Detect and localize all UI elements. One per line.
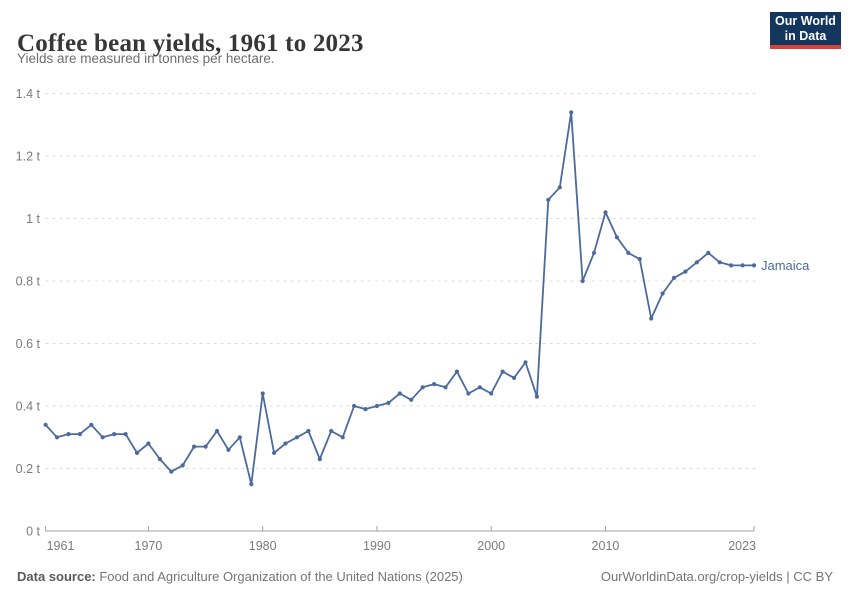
data-point bbox=[374, 403, 379, 409]
data-point bbox=[649, 316, 654, 321]
data-point bbox=[386, 400, 391, 405]
owid-url-link[interactable]: OurWorldinData.org/crop-yields | CC BY bbox=[600, 569, 833, 584]
data-point bbox=[54, 435, 60, 440]
data-point bbox=[477, 385, 482, 390]
data-point bbox=[180, 463, 185, 468]
y-tick-label: 0.2 t bbox=[16, 462, 41, 476]
data-point bbox=[443, 385, 448, 390]
data-point bbox=[192, 444, 197, 449]
data-source-label: Data source: bbox=[17, 569, 96, 584]
x-tick-label: 2023 bbox=[728, 539, 756, 553]
data-point bbox=[146, 441, 151, 446]
series-path[interactable] bbox=[44, 111, 754, 485]
data-point bbox=[683, 269, 688, 274]
data-point bbox=[352, 403, 357, 409]
x-tick-label: 1970 bbox=[135, 539, 163, 553]
data-point bbox=[112, 432, 117, 437]
data-point bbox=[660, 291, 665, 296]
data-point bbox=[454, 369, 459, 374]
data-source-note: Data source: Food and Agriculture Organi… bbox=[17, 569, 463, 584]
data-point bbox=[466, 391, 471, 396]
owid-logo-line2: in Data bbox=[784, 28, 827, 43]
x-tick-label: 1990 bbox=[363, 539, 391, 553]
data-point bbox=[717, 260, 722, 265]
data-point bbox=[329, 428, 334, 434]
data-point bbox=[569, 110, 574, 115]
y-tick-label: 0.6 t bbox=[16, 337, 41, 351]
owid-logo-line1: Our World bbox=[775, 13, 836, 28]
data-point bbox=[100, 435, 105, 440]
data-point bbox=[626, 250, 631, 255]
chart-subtitle: Yields are measured in tonnes per hectar… bbox=[17, 51, 275, 66]
data-point bbox=[671, 275, 677, 280]
data-point bbox=[489, 391, 494, 396]
data-point bbox=[546, 197, 551, 202]
data-point bbox=[397, 391, 402, 396]
chart-footer: Data source: Food and Agriculture Organi… bbox=[17, 569, 833, 584]
data-point bbox=[534, 394, 540, 399]
data-point bbox=[260, 391, 265, 396]
data-point bbox=[294, 435, 300, 440]
data-point bbox=[591, 250, 597, 255]
data-point bbox=[43, 422, 48, 427]
data-point bbox=[614, 235, 620, 240]
data-point bbox=[409, 397, 414, 402]
data-point bbox=[603, 210, 608, 215]
x-tick-label: 1980 bbox=[249, 539, 277, 553]
data-point bbox=[283, 441, 288, 446]
data-point bbox=[751, 263, 757, 268]
y-tick-label: 1.2 t bbox=[16, 150, 41, 164]
data-point bbox=[214, 428, 220, 434]
data-point bbox=[557, 185, 562, 190]
y-tick-label: 1 t bbox=[26, 212, 40, 226]
x-tick-label: 2000 bbox=[477, 539, 505, 553]
data-point bbox=[77, 432, 82, 437]
data-point bbox=[317, 457, 322, 462]
data-point bbox=[420, 385, 425, 390]
x-tick-label: 2010 bbox=[592, 539, 620, 553]
page-title: Coffee bean yields, 1961 to 2023 bbox=[17, 29, 364, 57]
owid-logo: Our World in Data bbox=[770, 12, 841, 49]
data-point bbox=[203, 444, 208, 449]
data-point bbox=[523, 360, 528, 365]
data-point bbox=[637, 257, 642, 262]
data-point bbox=[706, 250, 711, 255]
data-point bbox=[740, 263, 745, 268]
data-point bbox=[123, 432, 128, 437]
x-axis bbox=[45, 526, 755, 532]
data-point bbox=[306, 428, 311, 434]
x-tick-label: 1961 bbox=[47, 539, 75, 553]
data-point bbox=[729, 263, 734, 268]
y-tick-label: 0 t bbox=[26, 525, 40, 539]
series-label-jamaica[interactable]: Jamaica bbox=[761, 258, 810, 273]
data-point bbox=[89, 422, 94, 427]
data-point bbox=[432, 382, 437, 387]
y-tick-label: 0.4 t bbox=[16, 400, 41, 414]
data-point bbox=[500, 369, 505, 374]
data-point bbox=[249, 482, 254, 487]
series-points bbox=[43, 110, 757, 487]
data-point bbox=[340, 435, 345, 440]
data-point bbox=[580, 278, 585, 284]
data-point bbox=[694, 260, 700, 265]
data-point bbox=[66, 432, 71, 437]
data-point bbox=[363, 407, 368, 412]
y-tick-label: 1.4 t bbox=[16, 87, 41, 101]
y-axis-labels: 0 t 0.2 t 0.4 t 0.6 t 0.8 t 1 t 1.2 t 1.4 t bbox=[16, 87, 41, 539]
data-point bbox=[511, 375, 517, 380]
y-gridlines bbox=[45, 93, 756, 469]
series-line-jamaica[interactable]: Jamaica bbox=[43, 110, 811, 487]
data-source-text: Food and Agriculture Organization of the… bbox=[95, 569, 463, 584]
data-point bbox=[157, 457, 162, 462]
data-point bbox=[134, 450, 140, 455]
data-point bbox=[226, 447, 231, 452]
data-point bbox=[272, 450, 277, 455]
x-axis-labels: 1961 1970 1980 1990 2000 2010 2023 bbox=[47, 539, 756, 553]
data-point bbox=[237, 435, 242, 440]
y-tick-label: 0.8 t bbox=[16, 275, 41, 289]
data-point bbox=[169, 469, 174, 474]
